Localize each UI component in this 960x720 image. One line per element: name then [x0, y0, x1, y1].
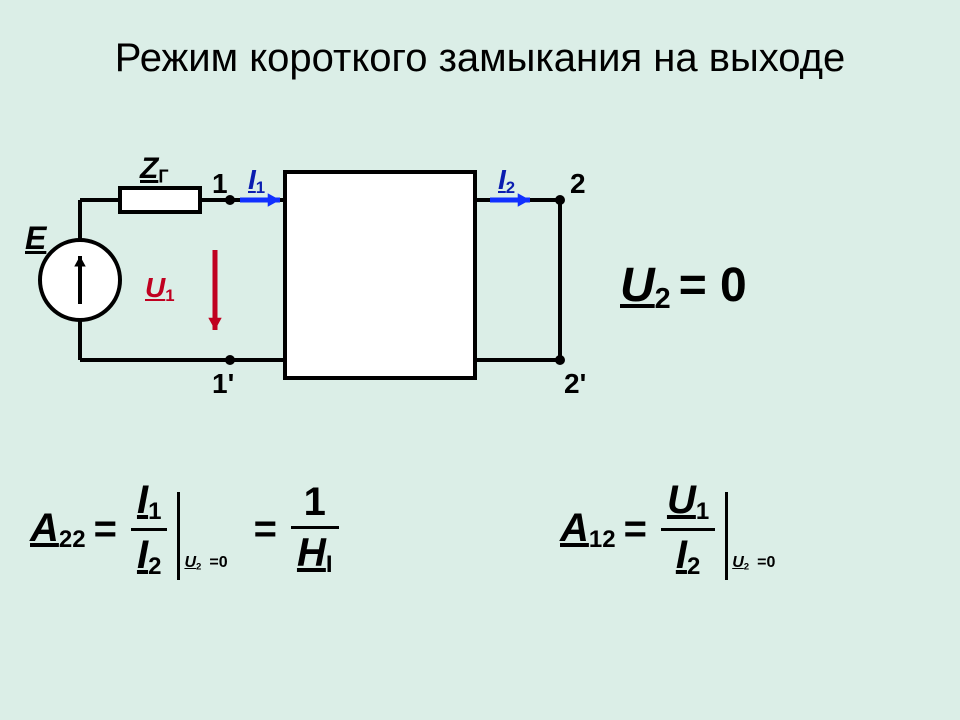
label-U1: U1: [145, 272, 175, 306]
label-port-1p: 1': [212, 368, 234, 400]
equation-U2-eq-0: U2= 0: [620, 258, 755, 316]
equation-A22: A22=I1I2U2=0=1HI: [30, 480, 345, 579]
equation-A12: A12=U1I2U2=0: [560, 480, 783, 579]
label-port-1: 1: [212, 168, 228, 200]
label-Zg: ZГ: [140, 152, 169, 188]
label-E: E: [25, 220, 46, 257]
label-port-2p: 2': [564, 368, 586, 400]
label-port-2: 2: [570, 168, 586, 200]
label-I2: I2: [498, 164, 515, 198]
circuit-diagram: [0, 0, 960, 720]
label-I1: I1: [248, 164, 265, 198]
